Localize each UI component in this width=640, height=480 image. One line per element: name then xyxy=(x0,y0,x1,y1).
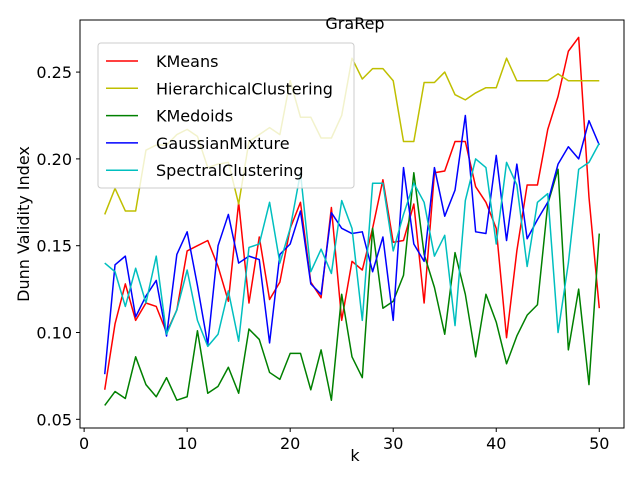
y-tick-label: 0.10 xyxy=(36,324,72,343)
legend: KMeans HierarchicalClustering KMedoids Gaus… xyxy=(97,42,355,189)
legend-label-gaussianmixture: GaussianMixture xyxy=(156,134,290,153)
x-axis-ticks: 0 10 20 30 40 50 xyxy=(79,428,609,453)
y-tick-label: 0.15 xyxy=(36,237,72,256)
series-line-kmedoids xyxy=(104,168,601,406)
legend-label-spectralclustering: SpectralClustering xyxy=(156,161,304,180)
x-tick-label: 50 xyxy=(589,434,609,453)
x-axis-label: k xyxy=(350,446,360,465)
x-tick-label: 30 xyxy=(383,434,403,453)
legend-entries: KMeans HierarchicalClustering KMedoids Gaus… xyxy=(106,52,333,180)
legend-box xyxy=(97,42,355,189)
chart-title: GraRep xyxy=(325,14,384,33)
x-tick-label: 40 xyxy=(486,434,506,453)
x-tick-label: 10 xyxy=(177,434,197,453)
y-tick-label: 0.25 xyxy=(36,63,72,82)
x-tick-label: 0 xyxy=(79,434,89,453)
y-axis-label: Dunn Validity Index xyxy=(14,146,33,302)
series-line-kmeans xyxy=(103,36,601,390)
y-axis-ticks: 0.05 0.10 0.15 0.20 0.25 xyxy=(36,63,80,429)
y-tick-label: 0.20 xyxy=(36,150,72,169)
series-line-spectralclustering xyxy=(104,142,600,348)
x-tick-label: 20 xyxy=(280,434,300,453)
y-tick-label: 0.05 xyxy=(36,410,72,429)
plot-frame xyxy=(79,19,625,429)
legend-label-kmeans: KMeans xyxy=(156,52,218,71)
legend-label-kmedoids: KMedoids xyxy=(156,107,233,126)
legend-label-hierarchicalclustering: HierarchicalClustering xyxy=(156,79,333,98)
